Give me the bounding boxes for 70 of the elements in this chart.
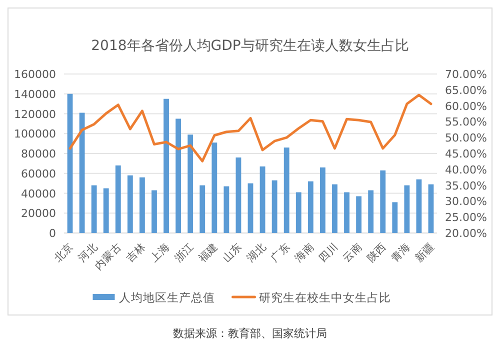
x-tick-label: 海南 [292,240,317,265]
y2-tick-label: 65.00% [445,84,487,97]
bar [392,202,398,233]
y2-tick-label: 30.00% [445,195,487,208]
bar [248,183,254,233]
bar [404,185,410,233]
x-tick-label: 山东 [220,240,245,265]
y-tick-label: 80000 [21,148,56,160]
y-tick-label: 40000 [21,187,56,200]
y-tick-label: 0 [49,227,56,240]
line-series [68,94,432,162]
bar [332,184,338,233]
bar [67,94,73,233]
bar [308,181,314,233]
x-tick-label: 陕西 [364,240,389,265]
y2-tick-label: 60.00% [445,100,487,113]
bar [416,179,422,233]
bar [236,157,242,233]
bar [344,192,350,233]
y-tick-label: 100000 [14,128,56,141]
y-tick-label: 120000 [14,108,56,121]
bar [356,196,362,233]
x-tick-label: 吉林 [124,240,148,265]
x-tick-label: 上海 [148,240,172,265]
y-tick-label: 160000 [14,68,56,81]
bar [79,112,85,233]
x-tick-label: 浙江 [172,240,196,265]
chart-title: 2018年各省份人均GDP与研究生在读人数女生占比 [91,38,409,54]
x-tick-label: 湖北 [244,240,269,265]
bar [103,188,109,233]
bar [368,190,374,233]
source-note: 数据来源：教育部、国家统计局 [173,327,327,340]
bar [260,166,266,233]
bar [212,142,218,233]
y2-tick-label: 20.00% [445,227,487,240]
bar [91,185,97,233]
bar [164,98,169,233]
x-tick-label: 云南 [340,240,365,265]
bar [115,165,121,233]
legend-label: 研究生在校生中女生占比 [258,290,391,304]
y2-tick-label: 40.00% [445,163,487,176]
x-tick-label: 青海 [388,240,414,265]
x-tick-label: 四川 [316,240,341,265]
bar [272,180,278,233]
bar [380,170,386,233]
bar [320,167,326,233]
bar [188,134,194,233]
bar [176,118,182,233]
y-tick-label: 60000 [21,167,56,180]
y2-tick-label: 55.00% [445,116,487,129]
x-tick-label: 北京 [51,240,76,265]
bar [140,177,145,233]
y-tick-label: 20000 [21,207,56,220]
bar [152,190,157,233]
bar [127,175,133,233]
bar [224,186,230,233]
x-tick-label: 广东 [268,240,293,265]
x-tick-label: 新疆 [412,240,438,265]
bar [200,185,206,233]
y-tick-label: 140000 [14,88,56,101]
y2-tick-label: 50.00% [445,132,487,145]
bar [284,148,290,233]
y2-tick-label: 70.00% [445,68,487,81]
bar [428,184,434,233]
y2-tick-label: 35.00% [445,179,487,192]
y2-tick-label: 25.00% [445,211,487,224]
bar [296,192,302,233]
legend-label: 人均地区生产总值 [118,290,215,304]
y2-tick-label: 45.00% [445,148,487,160]
x-tick-label: 福建 [196,240,221,265]
